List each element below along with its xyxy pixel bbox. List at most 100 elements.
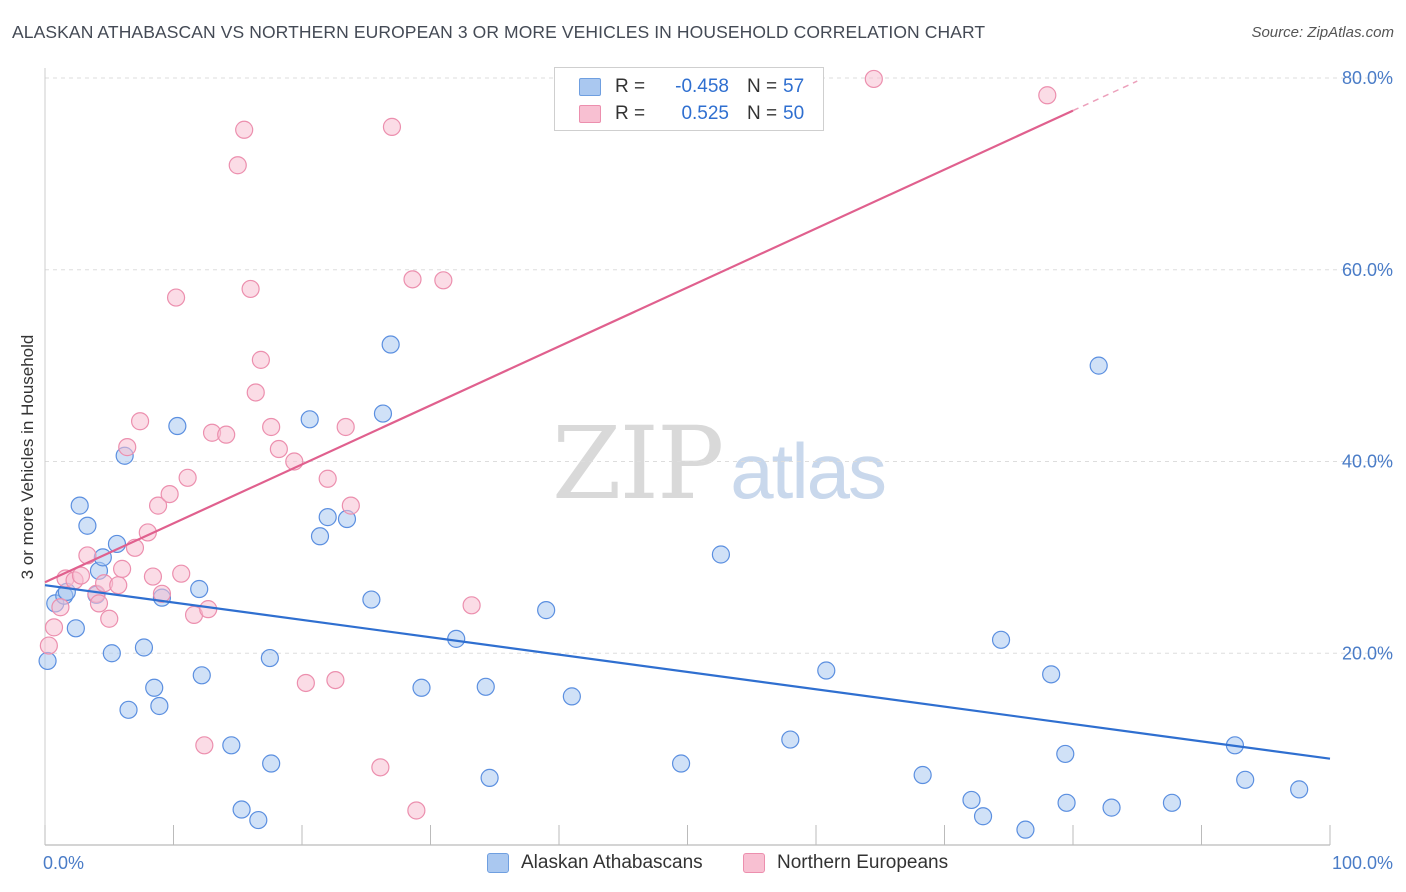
point-athabascan bbox=[537, 601, 556, 620]
legend-item-northern-europeans[interactable]: Northern Europeans bbox=[743, 852, 948, 874]
point-athabascan bbox=[1057, 793, 1076, 812]
point-athabascan bbox=[711, 545, 731, 564]
point-northern-european bbox=[228, 156, 247, 175]
point-athabascan bbox=[1042, 665, 1061, 684]
legend-label-athabascans: Alaskan Athabascans bbox=[521, 852, 703, 873]
point-northern-european bbox=[178, 468, 197, 487]
point-athabascan bbox=[962, 790, 981, 810]
x-tick-label-max: 100.0% bbox=[1332, 853, 1393, 873]
legend-r-label: R = bbox=[615, 103, 646, 124]
x-tick-label-min: 0.0% bbox=[43, 853, 84, 873]
y-axis-label: 3 or more Vehicles in Household bbox=[18, 335, 37, 580]
y-tick-label: 80.0% bbox=[1342, 68, 1393, 88]
point-northern-european bbox=[143, 567, 163, 586]
point-athabascan bbox=[1089, 356, 1108, 375]
point-northern-european bbox=[109, 576, 128, 595]
legend-swatch-blue bbox=[579, 78, 601, 96]
y-tick-label: 60.0% bbox=[1342, 260, 1393, 280]
correlation-legend: R = -0.458 N = 57 R = 0.525 N = 50 bbox=[554, 67, 824, 131]
trend-line-northern-european-extension bbox=[1072, 80, 1138, 112]
point-northern-european bbox=[864, 69, 883, 89]
point-athabascan bbox=[66, 619, 85, 638]
point-athabascan bbox=[781, 730, 800, 749]
legend-swatch-pink bbox=[579, 105, 601, 123]
y-tick-label: 40.0% bbox=[1342, 452, 1393, 472]
point-athabascan bbox=[412, 678, 431, 697]
point-athabascan bbox=[562, 687, 581, 706]
point-northern-european bbox=[251, 350, 270, 369]
point-northern-european bbox=[318, 469, 337, 488]
point-athabascan bbox=[310, 527, 330, 546]
point-northern-european bbox=[148, 496, 168, 515]
point-athabascan bbox=[145, 678, 164, 697]
point-northern-european bbox=[78, 546, 97, 565]
point-athabascan bbox=[991, 630, 1011, 649]
point-athabascan bbox=[102, 644, 121, 663]
point-northern-european bbox=[39, 636, 58, 655]
point-athabascan bbox=[373, 404, 393, 423]
point-northern-european bbox=[118, 438, 137, 457]
point-northern-european bbox=[235, 120, 254, 139]
point-northern-european bbox=[434, 271, 453, 290]
point-athabascan bbox=[362, 590, 381, 609]
point-athabascan bbox=[973, 807, 993, 826]
legend-swatch-pink bbox=[743, 853, 765, 873]
legend-item-athabascans[interactable]: Alaskan Athabascans bbox=[487, 852, 703, 874]
point-northern-european bbox=[160, 484, 179, 504]
point-northern-european bbox=[199, 600, 218, 619]
point-athabascan bbox=[190, 579, 209, 599]
legend-n-value: 50 bbox=[783, 103, 805, 124]
watermark: ZIP atlas bbox=[552, 405, 887, 522]
point-northern-european bbox=[326, 670, 345, 690]
point-athabascan bbox=[119, 700, 138, 719]
point-athabascan bbox=[300, 410, 319, 429]
chart-source: Source: ZipAtlas.com bbox=[1251, 24, 1394, 41]
point-northern-european bbox=[130, 412, 150, 431]
point-northern-european bbox=[44, 618, 64, 637]
point-athabascan bbox=[381, 335, 400, 354]
point-athabascan bbox=[1056, 744, 1075, 764]
point-athabascan bbox=[249, 810, 268, 830]
y-tick-label: 20.0% bbox=[1342, 643, 1393, 663]
point-athabascan bbox=[671, 754, 691, 773]
point-northern-european bbox=[100, 609, 119, 628]
axis-labels: 20.0% 40.0% 60.0% 80.0% 0.0% 100.0% 3 or more … bbox=[18, 68, 1393, 873]
point-northern-european bbox=[89, 594, 109, 613]
trend-lines bbox=[44, 80, 1331, 760]
point-northern-european bbox=[1038, 86, 1057, 105]
point-athabascan bbox=[232, 800, 251, 819]
point-athabascan bbox=[1162, 793, 1182, 812]
point-athabascan bbox=[318, 508, 337, 527]
point-athabascan bbox=[192, 666, 211, 685]
legend-r-value: -0.458 bbox=[675, 76, 729, 97]
series-northern-europeans bbox=[39, 69, 1057, 820]
point-athabascan bbox=[1290, 780, 1309, 799]
chart-title: ALASKAN ATHABASCAN VS NORTHERN EUROPEAN … bbox=[12, 22, 986, 42]
point-athabascan bbox=[262, 754, 281, 773]
point-northern-european bbox=[166, 288, 186, 307]
point-northern-european bbox=[341, 496, 360, 515]
point-northern-european bbox=[241, 279, 260, 299]
point-athabascan bbox=[1236, 770, 1255, 789]
point-athabascan bbox=[134, 638, 154, 657]
point-northern-european bbox=[195, 736, 214, 755]
point-northern-european bbox=[296, 673, 315, 693]
legend-swatch-blue bbox=[487, 853, 509, 873]
legend-r-label: R = bbox=[615, 76, 646, 97]
trend-line-northern-european bbox=[44, 109, 1074, 584]
point-athabascan bbox=[70, 496, 89, 515]
watermark-atlas: atlas bbox=[730, 427, 887, 515]
point-athabascan bbox=[78, 516, 97, 535]
legend-row-northern-european: R = 0.525 N = 50 bbox=[579, 101, 804, 127]
legend-n-label: N = bbox=[747, 103, 778, 124]
point-athabascan bbox=[913, 765, 932, 785]
point-northern-european bbox=[246, 383, 265, 402]
point-northern-european bbox=[71, 566, 91, 585]
legend-r-value: 0.525 bbox=[681, 103, 729, 124]
point-northern-european bbox=[112, 559, 132, 578]
trend-line-athabascan bbox=[44, 584, 1331, 760]
point-athabascan bbox=[38, 651, 57, 671]
axes bbox=[44, 68, 1331, 846]
point-northern-european bbox=[152, 584, 172, 603]
